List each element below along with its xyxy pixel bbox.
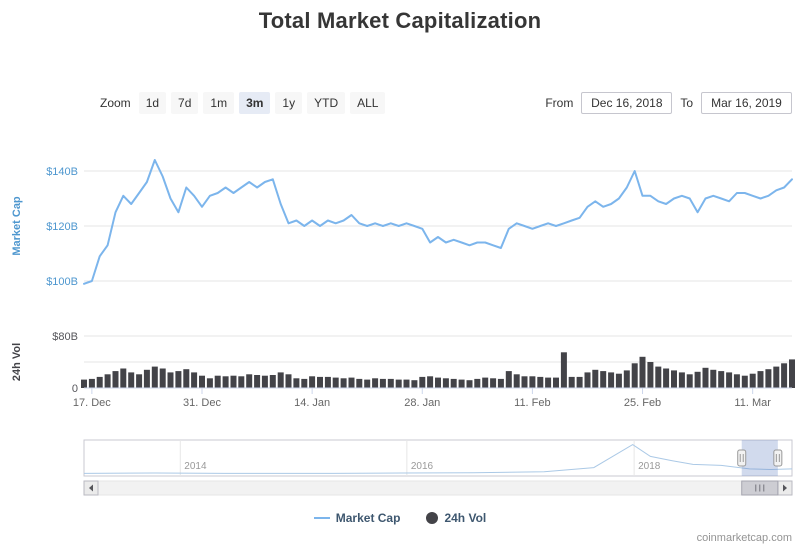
volume-axis-title: 24h Vol	[11, 343, 23, 381]
legend-label: 24h Vol	[444, 511, 487, 525]
zoom-button-1y[interactable]: 1y	[275, 92, 303, 114]
market-cap-grid: $100B $120B $140B	[46, 166, 792, 288]
svg-text:14. Jan: 14. Jan	[294, 397, 330, 409]
navigator[interactable]: 2014 2016 2018	[83, 439, 793, 477]
svg-text:11. Mar: 11. Mar	[734, 397, 771, 409]
to-date-input[interactable]	[701, 92, 792, 114]
svg-text:11. Feb: 11. Feb	[514, 397, 551, 409]
market-cap-line	[83, 159, 793, 285]
attribution-text: coinmarketcap.com	[696, 532, 792, 544]
chart-title: Total Market Capitalization	[258, 8, 542, 33]
market-cap-axis-title: Market Cap	[11, 196, 23, 256]
x-axis-labels: 17. Dec 31. Dec 14. Jan 28. Jan 11. Feb 25. F…	[73, 388, 771, 409]
scrollbar-right-arrow-icon	[783, 484, 787, 492]
svg-text:$80B: $80B	[52, 331, 78, 343]
zoom-label: Zoom	[100, 96, 131, 110]
scrollbar-thumb[interactable]	[741, 480, 779, 496]
zoom-button-1d[interactable]: 1d	[138, 92, 167, 114]
svg-text:2016: 2016	[411, 461, 434, 472]
svg-text:0: 0	[72, 383, 78, 395]
navigator-handle-left[interactable]	[737, 449, 747, 467]
scrollbar-track[interactable]	[97, 480, 779, 496]
zoom-button-all[interactable]: ALL	[350, 92, 386, 114]
svg-text:17. Dec: 17. Dec	[73, 397, 111, 409]
navigator-selection[interactable]	[741, 440, 778, 476]
svg-text:$140B: $140B	[46, 166, 78, 178]
scrollbar-right-button[interactable]	[777, 480, 793, 496]
svg-text:25. Feb: 25. Feb	[624, 397, 661, 409]
to-label: To	[680, 96, 693, 110]
svg-text:$100B: $100B	[46, 276, 78, 288]
svg-text:2014: 2014	[184, 461, 207, 472]
from-date-input[interactable]	[581, 92, 673, 114]
range-inputs: From To	[545, 92, 792, 114]
zoom-button-1m[interactable]: 1m	[203, 92, 235, 114]
zoom-button-ytd[interactable]: YTD	[307, 92, 346, 114]
legend-label: Market Cap	[335, 511, 401, 525]
zoom-button-7d[interactable]: 7d	[171, 92, 199, 114]
from-label: From	[545, 96, 574, 110]
navigator-handle-right[interactable]	[773, 449, 783, 467]
volume-grid: 0 $80B	[52, 331, 792, 395]
legend-item-24h-vol[interactable]: 24h Vol	[426, 511, 486, 525]
scrollbar-left-button[interactable]	[83, 480, 99, 496]
volume-bars	[81, 352, 795, 389]
svg-text:2018: 2018	[638, 461, 661, 472]
svg-text:31. Dec: 31. Dec	[183, 397, 221, 409]
legend-circle-marker	[426, 512, 439, 524]
scrollbar-left-arrow-icon	[89, 484, 93, 492]
chart-canvas[interactable]: $100B $120B $140B 0 $80B 17. Dec 31. Dec 14. Ja…	[0, 130, 800, 500]
zoom-button-3m[interactable]: 3m	[239, 92, 271, 114]
svg-text:$120B: $120B	[46, 221, 78, 233]
legend: Market Cap 24h Vol	[0, 511, 800, 525]
legend-item-market-cap[interactable]: Market Cap	[313, 511, 401, 525]
navigator-series-line	[83, 444, 793, 474]
scrollbar[interactable]	[83, 480, 793, 496]
zoom-buttons: 1d 7d 1m 3m 1y YTD ALL	[138, 92, 391, 114]
svg-text:28. Jan: 28. Jan	[404, 397, 440, 409]
legend-line-marker	[313, 517, 330, 519]
